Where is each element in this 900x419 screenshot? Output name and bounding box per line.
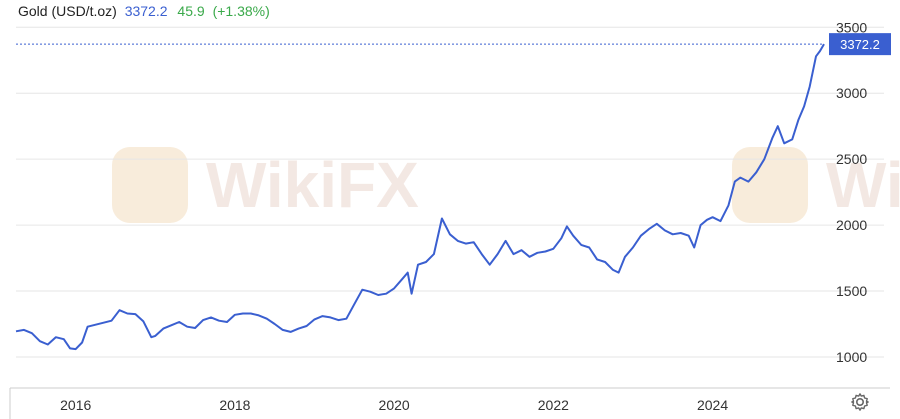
- series: [15, 43, 825, 351]
- watermark-text: WikiFX: [826, 149, 900, 221]
- y-tick-label: 2500: [836, 151, 867, 167]
- watermark: WikiFX WikiFX: [112, 147, 900, 223]
- y-tick-label: 1000: [836, 349, 867, 365]
- last-price-marker: 3372.2: [16, 33, 891, 56]
- last-price-badge: [829, 33, 891, 56]
- y-tick-label: 2000: [836, 217, 867, 233]
- grid: [9, 26, 890, 419]
- watermark-text: WikiFX: [206, 149, 419, 221]
- x-tick-label: 2016: [60, 397, 91, 413]
- chart-header: Gold (USD/t.oz) 3372.2 45.9 (+1.38%): [18, 2, 270, 20]
- axes: 1000 1500 2000 2500 3000 3500 2016 2018 2020 2022…: [60, 19, 867, 413]
- gear-icon[interactable]: [850, 392, 870, 412]
- gold-price-line: [15, 43, 825, 351]
- last-price: 3372.2: [124, 3, 168, 19]
- price-change: 45.9: [177, 3, 205, 19]
- wikifx-logo-icon: [732, 147, 808, 223]
- price-change-percent: (+1.38%): [212, 3, 270, 19]
- x-tick-label: 2024: [697, 397, 728, 413]
- wikifx-logo-icon: [112, 147, 188, 223]
- y-tick-label: 3500: [836, 19, 867, 35]
- instrument-title: Gold (USD/t.oz): [18, 3, 117, 19]
- y-tick-label: 3000: [836, 85, 867, 101]
- y-tick-label: 1500: [836, 283, 867, 299]
- x-tick-label: 2020: [379, 397, 410, 413]
- x-tick-label: 2018: [219, 397, 250, 413]
- x-tick-label: 2022: [538, 397, 569, 413]
- last-price-label: 3372.2: [840, 37, 880, 52]
